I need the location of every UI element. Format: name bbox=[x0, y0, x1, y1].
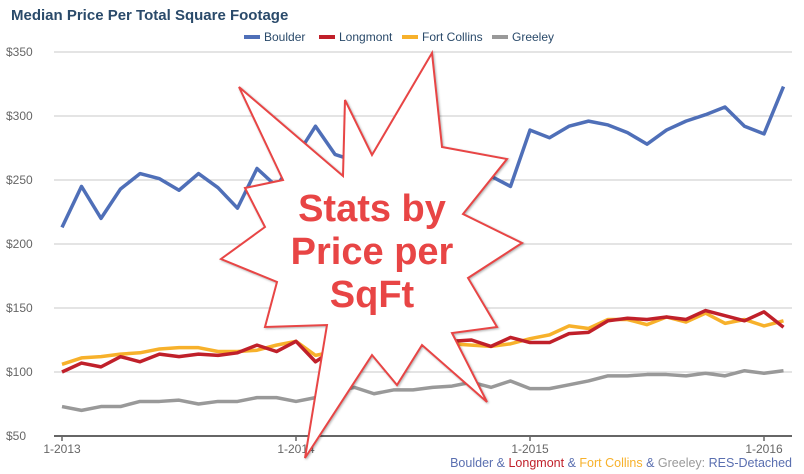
starburst-shape bbox=[218, 49, 525, 459]
x-tick-label: 1-2016 bbox=[745, 442, 783, 456]
footer-text: RES-Detached bbox=[708, 456, 792, 470]
x-tick-label: 1-2015 bbox=[511, 442, 549, 456]
chart-title: Median Price Per Total Square Footage bbox=[11, 7, 289, 24]
series-line-greeley bbox=[61, 368, 784, 413]
legend-swatch bbox=[402, 35, 418, 39]
legend-swatch bbox=[244, 35, 260, 39]
footer-text: & bbox=[642, 456, 658, 470]
y-tick-label: $200 bbox=[6, 237, 33, 251]
legend-label: Longmont bbox=[339, 30, 393, 44]
legend-label: Fort Collins bbox=[422, 30, 483, 44]
y-tick-label: $100 bbox=[6, 365, 33, 379]
starburst-text: Stats by bbox=[298, 188, 446, 230]
y-tick-label: $300 bbox=[6, 109, 33, 123]
footer-text: & bbox=[493, 456, 509, 470]
x-tick-label: 1-2013 bbox=[43, 442, 81, 456]
footer-text: Greeley: bbox=[657, 456, 709, 470]
y-tick-label: $50 bbox=[6, 429, 26, 443]
legend-swatch bbox=[492, 35, 508, 39]
legend-label: Boulder bbox=[264, 30, 305, 44]
y-tick-label: $150 bbox=[6, 301, 33, 315]
footer-text: & bbox=[564, 456, 580, 470]
footer-text: Longmont bbox=[508, 456, 565, 470]
legend-label: Greeley bbox=[512, 30, 554, 44]
footer-text: Fort Collins bbox=[579, 456, 643, 470]
starburst-text: Price per bbox=[291, 231, 454, 273]
footer-text: Boulder bbox=[450, 456, 494, 470]
starburst-text: SqFt bbox=[330, 274, 415, 316]
y-tick-label: $250 bbox=[6, 173, 33, 187]
chart-footer: Boulder & Longmont & Fort Collins & Gree… bbox=[450, 456, 792, 470]
legend-swatch bbox=[319, 35, 335, 39]
y-tick-label: $350 bbox=[6, 45, 33, 59]
